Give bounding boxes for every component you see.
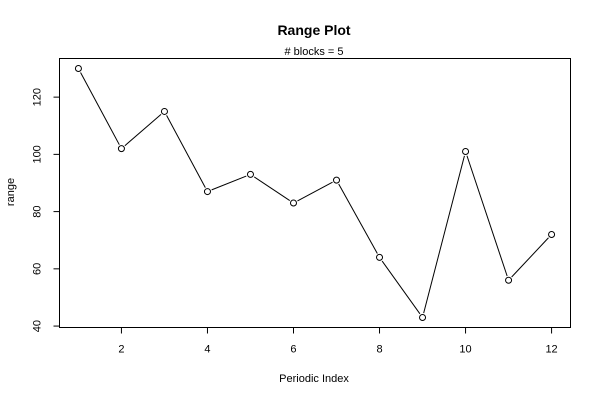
y-tick-label: 100	[32, 145, 44, 163]
data-point	[74, 65, 82, 73]
data-point	[246, 170, 254, 178]
series-line-segment	[297, 181, 333, 202]
x-tick-label: 8	[376, 344, 382, 356]
data-point	[419, 313, 427, 321]
y-tick-label: 40	[32, 320, 44, 332]
chart-title: Range Plot	[277, 22, 350, 38]
data-point	[289, 199, 297, 207]
series-line-segment	[253, 176, 291, 201]
series-line-segment	[381, 260, 421, 315]
x-tick-label: 4	[204, 344, 210, 356]
chart-subtitle: # blocks = 5	[284, 46, 343, 58]
x-tick-label: 12	[545, 344, 557, 356]
series-line-segment	[166, 115, 206, 188]
series-line-segment	[211, 175, 247, 191]
x-tick-label: 6	[290, 344, 296, 356]
data-point	[160, 107, 168, 115]
series-line-segment	[511, 237, 549, 278]
series-line-segment	[338, 183, 378, 254]
plot-frame	[59, 58, 571, 328]
series-line-segment	[124, 114, 162, 147]
data-point	[548, 230, 556, 238]
y-axis: 40 60 80 100 120	[32, 88, 60, 332]
y-axis-label: range	[5, 178, 17, 206]
y-tick-label: 60	[32, 263, 44, 275]
data-point	[203, 188, 211, 196]
x-tick-label: 2	[118, 344, 124, 356]
x-axis-label: Periodic Index	[279, 373, 349, 385]
y-tick-label: 120	[32, 88, 44, 106]
series-range	[74, 65, 556, 321]
y-tick-label: 80	[32, 205, 44, 217]
series-line-segment	[466, 155, 508, 277]
x-tick-label: 10	[459, 344, 471, 356]
data-point	[462, 148, 470, 156]
data-point	[333, 176, 341, 184]
series-line-segment	[80, 72, 120, 145]
data-point	[505, 276, 513, 284]
data-point	[376, 253, 384, 261]
series-line-segment	[423, 155, 465, 314]
x-axis: 2 4 6 8 10 12	[118, 327, 558, 356]
data-point	[117, 145, 125, 153]
